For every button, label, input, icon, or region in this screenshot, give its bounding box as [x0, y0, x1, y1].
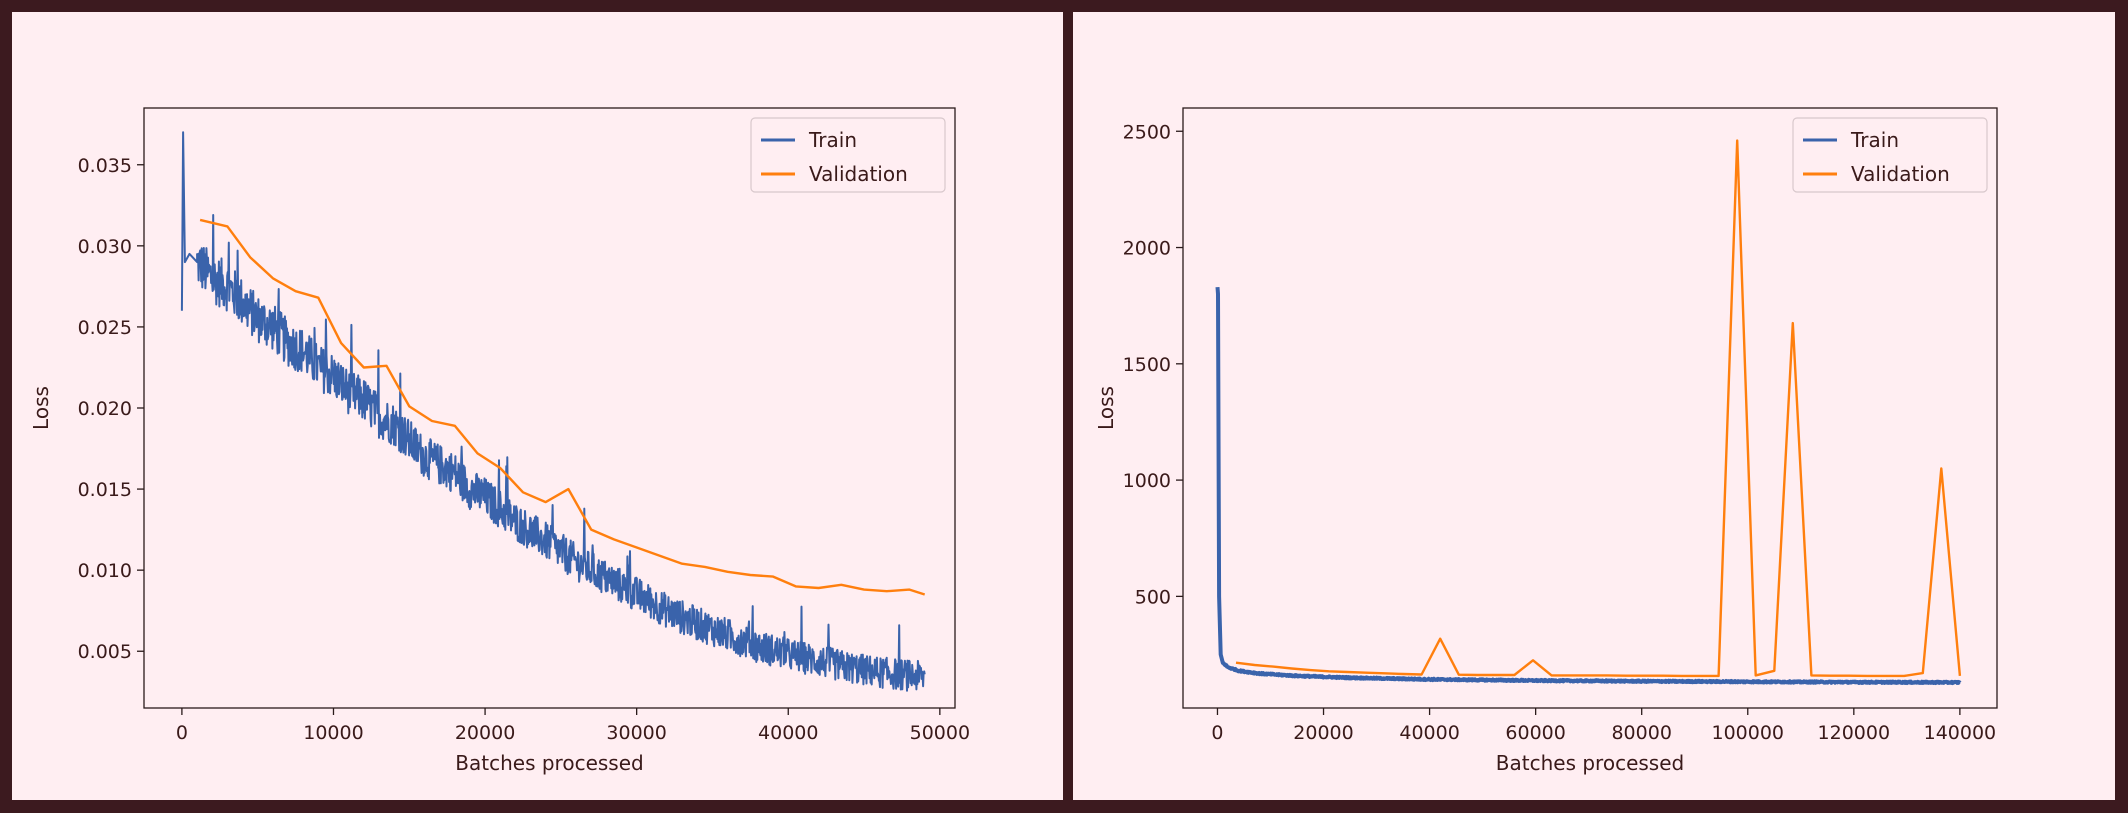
x-tick-label: 60000: [1505, 722, 1565, 744]
x-tick-label: 40000: [1399, 722, 1459, 744]
legend-label-train: Train: [808, 128, 857, 152]
y-tick-label: 500: [1135, 586, 1171, 608]
y-tick-label: 2500: [1123, 121, 1171, 143]
y-tick-label: 0.005: [78, 641, 132, 663]
legend: Train Validation: [750, 117, 946, 193]
right-chart-panel: 0 20000 40000 60000 80000 100000 120000 140000 5…: [1073, 12, 2115, 800]
legend: Train Validation: [1792, 117, 1988, 193]
left-loss-chart: 0 10000 20000 30000 40000 50000 0.005 0.010 0.01…: [29, 107, 970, 775]
x-tick-label: 120000: [1818, 722, 1891, 744]
legend-label-train: Train: [1850, 128, 1899, 152]
y-tick-label: 0.025: [78, 317, 132, 339]
y-axis-label: Loss: [1094, 386, 1118, 430]
y-tick-label: 1000: [1123, 470, 1171, 492]
x-axis-label: Batches processed: [455, 751, 643, 775]
series-train-line: [180, 131, 926, 692]
x-tick-label: 140000: [1924, 722, 1997, 744]
x-tick-label: 80000: [1611, 722, 1671, 744]
x-tick-label: 10000: [303, 722, 363, 744]
y-axis-label: Loss: [29, 386, 53, 430]
left-chart-panel: 0 10000 20000 30000 40000 50000 0.005 0.010 0.01…: [12, 12, 1063, 800]
plot-frame: [1182, 107, 1998, 709]
x-tick-label: 30000: [606, 722, 666, 744]
right-loss-chart: 0 20000 40000 60000 80000 100000 120000 140000 5…: [1094, 107, 1998, 775]
legend-label-validation: Validation: [809, 162, 908, 186]
x-tick-label: 100000: [1711, 722, 1784, 744]
y-tick-label: 0.015: [78, 479, 132, 501]
legend-label-validation: Validation: [1851, 162, 1950, 186]
x-axis-label: Batches processed: [1496, 751, 1684, 775]
x-tick-label: 20000: [1293, 722, 1353, 744]
x-tick-label: 50000: [910, 722, 970, 744]
series-validation-line: [199, 218, 926, 596]
x-tick-label: 0: [176, 722, 188, 744]
y-tick-label: 0.020: [78, 398, 132, 420]
plot-frame: [143, 107, 956, 709]
x-tick-label: 20000: [455, 722, 515, 744]
x-tick-label: 0: [1211, 722, 1223, 744]
y-tick-label: 1500: [1123, 354, 1171, 376]
y-tick-label: 0.010: [78, 560, 132, 582]
legend-box: [1792, 117, 1988, 193]
legend-box: [750, 117, 946, 193]
y-tick-label: 2000: [1123, 238, 1171, 260]
y-tick-label: 0.035: [78, 155, 132, 177]
series-validation-line: [1235, 139, 1962, 678]
series-train-line: [1215, 286, 1962, 686]
x-tick-label: 40000: [758, 722, 818, 744]
y-tick-label: 0.030: [78, 236, 132, 258]
